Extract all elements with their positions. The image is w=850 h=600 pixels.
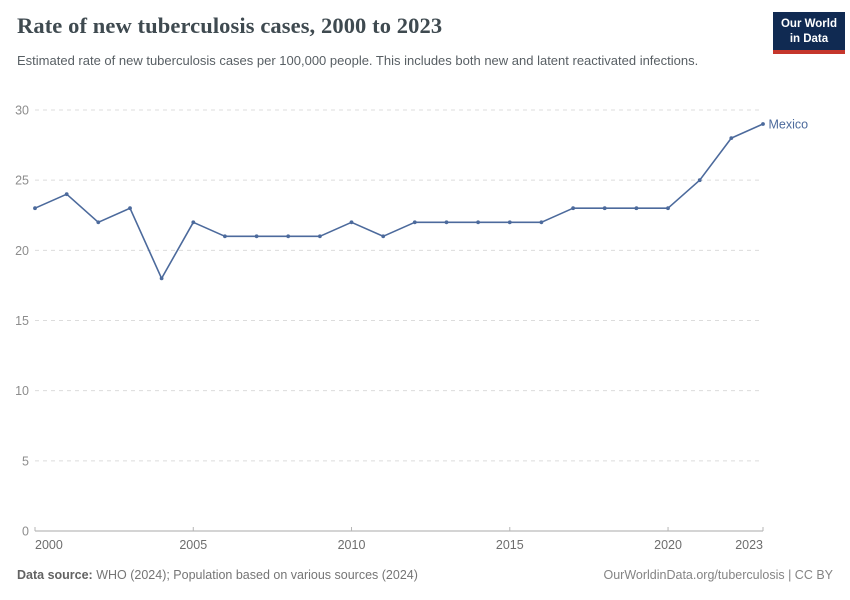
data-point-mexico-2020[interactable] [666, 206, 670, 211]
y-axis-tick-label-5: 5 [22, 454, 29, 468]
series-end-label-mexico[interactable]: Mexico [769, 118, 809, 132]
data-point-mexico-2000[interactable] [33, 206, 37, 211]
x-axis-tick-label-2023: 2023 [735, 538, 763, 552]
data-point-mexico-2013[interactable] [444, 220, 449, 225]
data-point-mexico-2007[interactable] [254, 234, 259, 239]
x-axis-tick-label-2020: 2020 [654, 538, 682, 552]
data-point-mexico-2016[interactable] [539, 220, 544, 225]
y-axis-tick-label-20: 20 [15, 244, 29, 258]
data-point-mexico-2004[interactable] [159, 276, 164, 281]
data-point-mexico-2006[interactable] [223, 234, 227, 239]
data-point-mexico-2005[interactable] [191, 220, 196, 225]
owid-logo-text-line2: in Data [789, 32, 829, 45]
line-series-mexico[interactable] [34, 123, 764, 280]
data-point-mexico-2023[interactable] [761, 122, 765, 126]
data-point-mexico-2018[interactable] [602, 206, 607, 211]
data-point-mexico-2001[interactable] [64, 192, 69, 197]
owid-logo[interactable]: Our World in Data [772, 12, 845, 55]
x-axis-tick-label-2015: 2015 [496, 538, 524, 552]
x-axis-tick-label-2005: 2005 [179, 538, 207, 552]
y-axis-tick-label-0: 0 [22, 525, 29, 539]
data-point-mexico-2012[interactable] [412, 220, 417, 225]
y-axis-tick-label-15: 15 [15, 314, 29, 328]
y-axis-tick-label-25: 25 [15, 174, 29, 188]
chart-footer: Data source: WHO (2024); Population base… [17, 568, 833, 582]
chart-title: Rate of new tuberculosis cases, 2000 to … [17, 13, 443, 38]
data-point-mexico-2011[interactable] [381, 234, 386, 239]
y-axis-tick-label-10: 10 [15, 384, 29, 398]
data-point-mexico-2022[interactable] [729, 136, 734, 141]
chart-subtitle: Estimated rate of new tuberculosis cases… [17, 53, 699, 68]
attribution-link[interactable]: OurWorldinData.org/tuberculosis | CC BY [603, 568, 834, 582]
x-axis-tick-label-2010: 2010 [338, 538, 366, 552]
data-point-mexico-2009[interactable] [318, 234, 322, 239]
data-source-label: Data source: [17, 568, 93, 582]
data-point-mexico-2003[interactable] [128, 206, 132, 211]
data-source-text: WHO (2024); Population based on various … [92, 568, 418, 582]
data-point-mexico-2017[interactable] [571, 206, 575, 211]
owid-logo-text-line1: Our World [780, 18, 837, 30]
data-point-mexico-2002[interactable] [96, 220, 101, 225]
data-point-mexico-2014[interactable] [476, 220, 480, 225]
data-source-note: Data source: WHO (2024); Population base… [17, 568, 418, 582]
data-point-mexico-2015[interactable] [507, 220, 512, 225]
data-point-mexico-2019[interactable] [634, 206, 639, 211]
x-axis-tick-label-2000: 2000 [35, 538, 63, 552]
data-point-mexico-2010[interactable] [349, 220, 354, 225]
data-point-mexico-2008[interactable] [286, 234, 291, 239]
y-axis-tick-label-30: 30 [15, 104, 29, 118]
data-point-mexico-2021[interactable] [697, 178, 702, 183]
